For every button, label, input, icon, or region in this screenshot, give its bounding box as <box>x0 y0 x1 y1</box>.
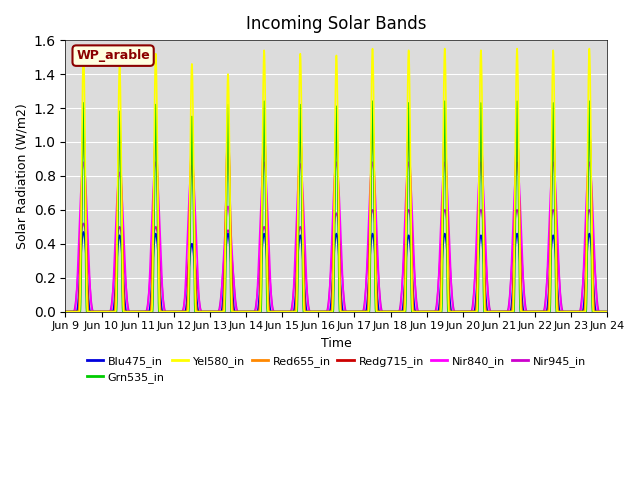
X-axis label: Time: Time <box>321 337 352 350</box>
Y-axis label: Solar Radiation (W/m2): Solar Radiation (W/m2) <box>15 103 28 249</box>
Legend: Blu475_in, Grn535_in, Yel580_in, Red655_in, Redg715_in, Nir840_in, Nir945_in: Blu475_in, Grn535_in, Yel580_in, Red655_… <box>83 351 591 387</box>
Text: WP_arable: WP_arable <box>76 49 150 62</box>
Title: Incoming Solar Bands: Incoming Solar Bands <box>246 15 427 33</box>
